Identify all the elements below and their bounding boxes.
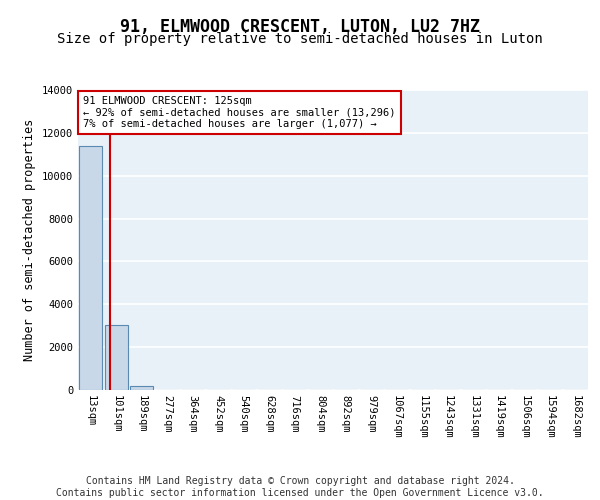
Bar [105, 324, 128, 390]
Y-axis label: Number of semi-detached properties: Number of semi-detached properties [23, 119, 37, 361]
Text: 91, ELMWOOD CRESCENT, LUTON, LU2 7HZ: 91, ELMWOOD CRESCENT, LUTON, LU2 7HZ [120, 18, 480, 36]
Text: 91 ELMWOOD CRESCENT: 125sqm
← 92% of semi-detached houses are smaller (13,296)
7: 91 ELMWOOD CRESCENT: 125sqm ← 92% of sem… [83, 96, 395, 129]
Text: Contains HM Land Registry data © Crown copyright and database right 2024.
Contai: Contains HM Land Registry data © Crown c… [56, 476, 544, 498]
Bar [130, 386, 153, 390]
Bar [79, 146, 102, 390]
Text: Size of property relative to semi-detached houses in Luton: Size of property relative to semi-detach… [57, 32, 543, 46]
